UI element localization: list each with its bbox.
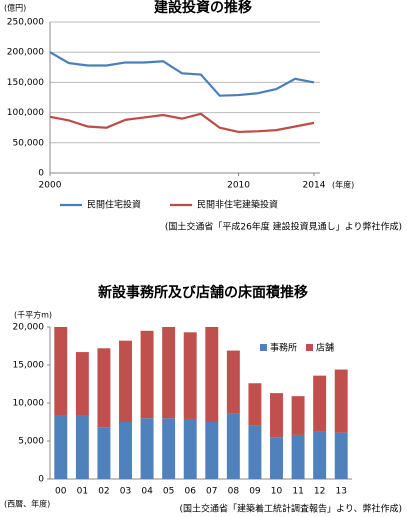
y-tick-label: 250,000 bbox=[7, 18, 44, 28]
bar-segment bbox=[75, 352, 89, 416]
bar-segment bbox=[119, 340, 132, 422]
x-tick-label: 11 bbox=[292, 487, 303, 497]
x-tick-label: 04 bbox=[141, 487, 153, 497]
y-tick-label: 10,000 bbox=[13, 399, 45, 409]
bar-segment bbox=[183, 418, 197, 479]
bar-segment bbox=[226, 350, 240, 414]
bar-segment bbox=[270, 437, 283, 479]
x-tick-label: 02 bbox=[98, 487, 109, 497]
legend-label: 民間住宅投資 bbox=[87, 199, 141, 211]
x-tick-label: 09 bbox=[249, 487, 261, 497]
y-tick-label: 0 bbox=[38, 475, 44, 485]
x-tick-label: 10 bbox=[271, 487, 283, 497]
x-tick-label: 06 bbox=[184, 487, 196, 497]
bar-segment bbox=[54, 327, 68, 416]
y-tick-label: 15,000 bbox=[13, 361, 45, 371]
legend-label: 店舗 bbox=[316, 342, 334, 354]
y-tick-label: 20,000 bbox=[13, 323, 45, 333]
y-tick-label: 150,000 bbox=[7, 78, 44, 88]
x-tick-label: 00 bbox=[55, 487, 67, 497]
bar-segment bbox=[313, 375, 327, 432]
bar-segment bbox=[140, 418, 154, 479]
x-tick-label: 01 bbox=[77, 487, 88, 497]
bar-segment bbox=[183, 332, 197, 419]
bar-segment bbox=[270, 393, 283, 438]
line-series bbox=[49, 51, 315, 97]
y-tick-label: 50,000 bbox=[13, 138, 45, 148]
bar-segment bbox=[97, 348, 111, 428]
y-tick-label: 0 bbox=[38, 169, 44, 179]
x-unit: (年度) bbox=[332, 180, 354, 190]
x-tick-label: 05 bbox=[163, 487, 174, 497]
bar-segment bbox=[334, 369, 348, 433]
x-tick-label: 07 bbox=[206, 487, 217, 497]
x-tick-label: 12 bbox=[314, 487, 325, 497]
bar-segment bbox=[248, 425, 262, 479]
chart-title: 新設事務所及び店舗の床面積推移 bbox=[98, 284, 308, 301]
chart-title: 建設投資の推移 bbox=[154, 0, 252, 16]
y-unit: (億円) bbox=[4, 3, 26, 13]
legend-swatch bbox=[306, 344, 313, 351]
bar-segment bbox=[75, 415, 89, 479]
bar-segment bbox=[313, 431, 327, 479]
legend-label: 事務所 bbox=[270, 342, 297, 354]
bar-segment bbox=[291, 434, 305, 479]
source-note: (国土交通省「建築着工統計調査報告」より、弊社作成) bbox=[180, 503, 402, 515]
bar-segment bbox=[162, 418, 176, 479]
bar-segment bbox=[226, 413, 240, 479]
legend-label: 民間非住宅建築投資 bbox=[197, 199, 278, 211]
bar-segment bbox=[334, 432, 348, 479]
x-unit: (西暦、年度) bbox=[4, 499, 50, 509]
bar-segment bbox=[248, 383, 262, 426]
y-unit: (千平方m) bbox=[14, 310, 52, 320]
x-tick-label: 2000 bbox=[39, 181, 62, 191]
bar-segment bbox=[291, 396, 305, 435]
bar-segment bbox=[119, 422, 132, 479]
bar-segment bbox=[205, 422, 219, 479]
bar-segment bbox=[140, 330, 154, 419]
x-tick-label: 2010 bbox=[227, 181, 250, 191]
x-tick-label: 08 bbox=[228, 487, 240, 497]
x-tick-label: 13 bbox=[335, 487, 346, 497]
source-note: (国土交通省「平成26年度 建設投資見通し」より弊社作成) bbox=[165, 221, 402, 233]
legend-swatch bbox=[260, 344, 267, 351]
y-tick-label: 100,000 bbox=[7, 108, 44, 118]
y-tick-label: 200,000 bbox=[7, 48, 44, 58]
y-tick-label: 5,000 bbox=[18, 437, 44, 447]
bar-segment bbox=[54, 415, 68, 479]
line-series bbox=[49, 112, 315, 134]
bar-segment bbox=[205, 327, 219, 422]
bar-segment bbox=[97, 427, 111, 479]
x-tick-label: 03 bbox=[120, 487, 131, 497]
x-tick-label: 2014 bbox=[303, 181, 326, 191]
bar-segment bbox=[162, 327, 176, 419]
